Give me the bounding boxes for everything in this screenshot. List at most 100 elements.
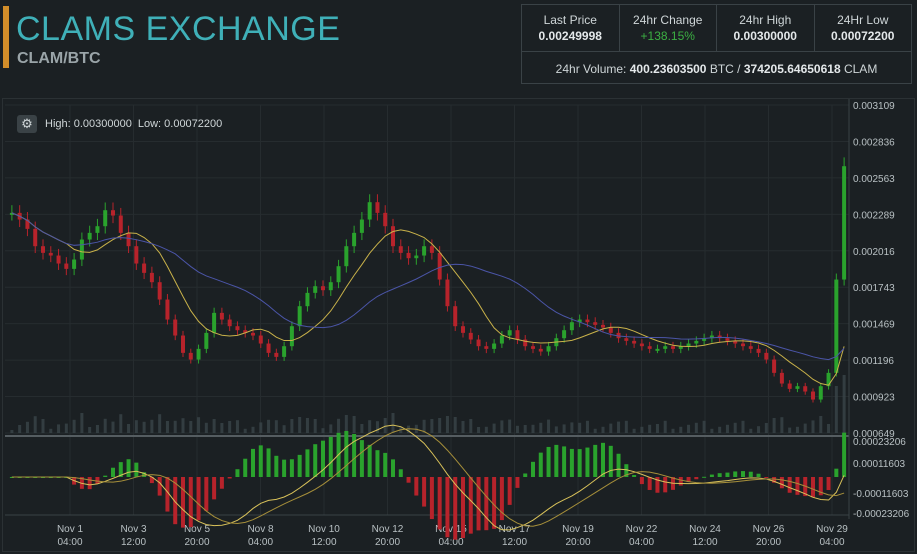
chart-canvas[interactable]: 0.003109 0.002836 0.002563 0.002289 0.002016… <box>3 99 914 551</box>
candle-body <box>406 252 411 259</box>
candle-body <box>9 212 14 215</box>
candle-body <box>678 346 683 349</box>
macd-histogram-bar <box>297 454 302 477</box>
macd-histogram-bar <box>585 447 590 477</box>
candle-body <box>243 330 248 333</box>
volume-bar <box>663 420 667 433</box>
macd-histogram-bar <box>414 477 419 496</box>
candle-body <box>219 312 224 320</box>
volume-bar <box>243 428 247 433</box>
candle-body <box>562 330 567 339</box>
volume-24hr: 24hr Volume: 400.23603500 BTC / 374205.6… <box>522 52 911 76</box>
volume-bar <box>655 424 659 433</box>
candle-body <box>523 339 528 347</box>
candle-body <box>297 306 302 327</box>
volume-bar <box>492 423 496 433</box>
x-tick-time: 12:00 <box>692 537 717 548</box>
candle-body <box>632 340 637 344</box>
macd-histogram-bar <box>779 477 784 489</box>
macd-histogram-bar <box>289 459 294 477</box>
volume-bar <box>18 425 22 433</box>
volume-clam-unit: CLAM <box>843 62 878 76</box>
candle-body <box>476 339 481 347</box>
macd-histogram-bar <box>569 448 574 477</box>
volume-bar <box>593 428 597 433</box>
candle-body <box>647 346 652 349</box>
candle-body <box>795 386 800 389</box>
candle-body <box>111 210 115 216</box>
macd-histogram-bar <box>741 471 745 477</box>
price-chart[interactable]: 0.003109 0.002836 0.002563 0.002289 0.002016… <box>2 98 915 552</box>
candle-body <box>367 202 372 220</box>
candle-body <box>686 343 691 347</box>
x-tick-time: 04:00 <box>57 537 82 548</box>
macd-histogram-bar <box>678 477 683 486</box>
macd-histogram-bar <box>282 459 287 477</box>
volume-bar <box>741 420 745 433</box>
stat-label: 24hr Change <box>633 13 703 27</box>
candle-body <box>803 386 808 392</box>
gear-icon[interactable]: ⚙ <box>17 115 37 133</box>
volume-bar <box>181 418 185 433</box>
stat-value: 0.00072200 <box>831 29 895 43</box>
volume-bar <box>515 425 519 433</box>
volume-bar <box>648 424 652 433</box>
candle-body <box>398 246 403 253</box>
macd-histogram-bar <box>142 472 147 477</box>
macd-histogram-bar <box>468 477 473 534</box>
candle-body <box>826 372 831 387</box>
macd-histogram-bar <box>709 474 714 477</box>
macd-signal-line <box>11 428 845 527</box>
macd-histogram-bar <box>834 468 839 477</box>
candle-body <box>204 332 209 349</box>
volume-bar <box>142 421 146 433</box>
volume-bar <box>795 426 799 433</box>
candle-body <box>834 279 839 373</box>
candle-body <box>383 212 388 227</box>
exchange-title: CLAMS EXCHANGE <box>16 10 341 48</box>
candle-body <box>266 343 271 353</box>
candle-body <box>313 286 318 293</box>
stat-value: +138.15% <box>640 29 695 43</box>
volume-bar <box>453 417 457 433</box>
candle-body <box>787 383 792 389</box>
volume-clam: 374205.64650618 <box>743 62 841 76</box>
candle-body <box>531 346 535 349</box>
macd-histogram-bar <box>476 477 481 531</box>
volume-bar <box>313 419 317 433</box>
x-tick-time: 12:00 <box>502 537 527 548</box>
volume-bar <box>344 415 348 433</box>
price-tick-label: 0.002563 <box>853 174 895 185</box>
macd-histogram-bar <box>188 477 193 528</box>
candle-body <box>258 335 263 344</box>
candle-body <box>499 335 504 344</box>
candle-body <box>142 263 147 273</box>
macd-histogram-bar <box>367 444 372 477</box>
volume-bar <box>72 419 76 433</box>
volume-bar <box>671 428 675 433</box>
candle-body <box>321 286 325 291</box>
macd-histogram-bar <box>212 477 217 500</box>
x-tick-date: Nov 22 <box>626 524 658 535</box>
candle-body <box>64 263 69 269</box>
macd-histogram-bar <box>383 452 388 477</box>
candle-body <box>538 348 543 352</box>
volume-bar <box>554 426 558 433</box>
macd-histogram-bar <box>321 440 325 477</box>
volume-bar <box>274 420 278 433</box>
macd-histogram-bar <box>694 477 699 480</box>
x-tick-time: 04:00 <box>819 537 844 548</box>
macd-tick-label: 0.00011603 <box>853 459 906 470</box>
macd-histogram-bar <box>787 477 792 493</box>
candle-body <box>601 324 605 328</box>
candle-body <box>779 372 784 384</box>
macd-histogram-bar <box>772 477 777 483</box>
volume-btc-unit: BTC / <box>709 62 741 76</box>
macd-histogram-bar <box>702 476 707 478</box>
macd-histogram-bar <box>624 464 629 477</box>
volume-bar <box>212 419 216 433</box>
macd-histogram-bar <box>554 444 559 477</box>
x-tick-time: 04:00 <box>248 537 273 548</box>
volume-bar <box>469 419 473 433</box>
volume-bar <box>484 426 488 433</box>
